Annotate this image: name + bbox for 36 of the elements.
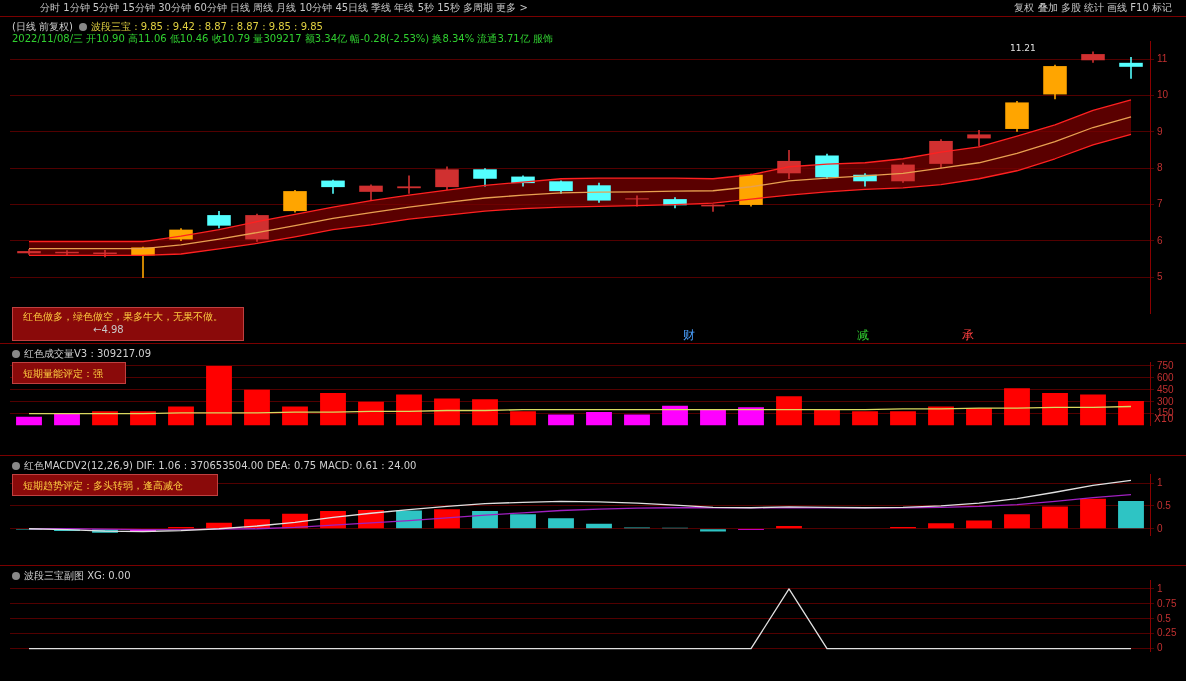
- chart-title: 红色MACDV2(12,26,9) DIF: 1.06 : 370653504.00 DEA: 0.75 MACD: 0.61 : 24.00: [24, 460, 417, 471]
- chart-title: 红色成交量V3 : 309217.09: [24, 348, 152, 359]
- y-tick-label: 1: [1157, 582, 1163, 594]
- y-tick-label: 0.5: [1157, 499, 1172, 511]
- text: 减: [857, 327, 869, 344]
- y-tick-label: 5: [1157, 271, 1163, 282]
- y-tick-label: 0.75: [1157, 597, 1177, 609]
- annotation: 红色做多，绿色做空，果多牛大，无果不做。: [23, 310, 224, 324]
- text: 复权 叠加 多股 统计 画线 F10 标记: [1014, 1, 1172, 15]
- y-tick-label: 0: [1157, 522, 1163, 534]
- y-tick-label: 750: [1157, 359, 1175, 371]
- chart-subtitle: 2022/11/08/三 开10.90 高11.06 低10.46 收10.79 量309217 额3.34亿 幅-0.28(-2.53%) 换8.34% 流通3.71亿 服饰: [12, 32, 553, 46]
- note-box: 红色做多，绿色做空，果多牛大，无果不做。 ←4.98: [12, 307, 244, 341]
- note-box: 短期趋势评定：多头转弱，逢高减仓: [12, 474, 218, 496]
- chart-title: (日线 前复权): [12, 21, 73, 32]
- text: 分时 1分钟 5分钟 15分钟 30分钟 60分钟 日线 周线 月线 10分钟 45日线 季线 年线 5秒 15秒 多周期 更多 >: [40, 1, 528, 15]
- y-tick-label: 0.25: [1157, 627, 1177, 639]
- annotation: 11.21: [1010, 43, 1036, 53]
- y-tick-label: 0: [1157, 642, 1163, 654]
- chart-title: 波段三宝副图 XG: 0.00: [24, 570, 131, 581]
- note-box: 短期量能评定：强: [12, 362, 126, 384]
- y-tick-label: 9: [1157, 125, 1163, 137]
- y-tick-label: 6: [1157, 234, 1163, 246]
- text: 财: [683, 327, 695, 344]
- y-axis-title: X10: [1154, 413, 1174, 425]
- y-tick-label: 450: [1157, 383, 1175, 395]
- y-tick-label: 300: [1157, 395, 1175, 407]
- y-tick-label: 7: [1157, 198, 1163, 210]
- y-tick-label: 600: [1157, 371, 1175, 383]
- legend-title: 波段三宝 : 9.85 : 9.42 : 8.87 : 8.87 : 9.85 : 9.85: [90, 21, 323, 32]
- text: 承: [962, 327, 974, 344]
- y-tick-label: 8: [1157, 161, 1163, 173]
- y-tick-label: 0.5: [1157, 612, 1172, 624]
- y-tick-label: 10: [1157, 89, 1169, 101]
- y-tick-label: 1: [1157, 476, 1163, 488]
- y-tick-label: 11: [1157, 52, 1168, 64]
